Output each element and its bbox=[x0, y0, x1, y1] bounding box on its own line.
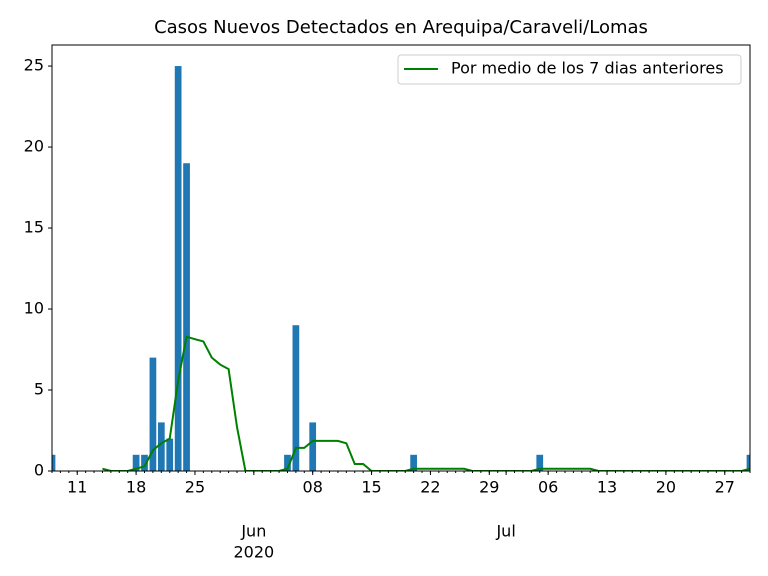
y-tick-label: 20 bbox=[24, 137, 44, 156]
x-tick-label: 29 bbox=[479, 478, 499, 497]
bar bbox=[536, 454, 544, 471]
bar bbox=[183, 163, 190, 471]
bar bbox=[52, 454, 56, 471]
x-year-label: 2020 bbox=[233, 543, 274, 562]
y-tick-label: 5 bbox=[34, 380, 44, 399]
bar bbox=[174, 66, 182, 471]
bar bbox=[166, 438, 174, 471]
bar bbox=[132, 454, 140, 471]
bar bbox=[309, 422, 317, 471]
x-tick-label: 22 bbox=[420, 478, 440, 497]
x-tick-label: 08 bbox=[303, 478, 323, 497]
chart-title: Casos Nuevos Detectados en Arequipa/Cara… bbox=[154, 17, 648, 38]
legend-label: Por medio de los 7 dias anteriores bbox=[451, 59, 724, 78]
x-tick-label: 20 bbox=[656, 478, 676, 497]
x-month-label: Jul bbox=[495, 522, 515, 541]
y-tick-label: 0 bbox=[34, 461, 44, 480]
average-line bbox=[102, 335, 750, 471]
legend-box bbox=[397, 54, 742, 85]
bar bbox=[157, 422, 165, 471]
y-tick-label: 15 bbox=[24, 218, 44, 237]
x-tick-label: 27 bbox=[715, 478, 735, 497]
bar bbox=[410, 454, 417, 471]
bar bbox=[292, 325, 300, 471]
x-tick-label: 15 bbox=[361, 478, 381, 497]
y-tick-label: 10 bbox=[24, 299, 44, 318]
x-tick-label: 13 bbox=[597, 478, 617, 497]
bar bbox=[149, 357, 157, 471]
y-tick-label: 25 bbox=[24, 56, 44, 75]
bar bbox=[746, 454, 750, 471]
bar bbox=[141, 454, 148, 471]
x-tick-label: 18 bbox=[126, 478, 146, 497]
x-tick-label: 11 bbox=[67, 478, 87, 497]
bar bbox=[284, 454, 291, 471]
x-tick-label: 25 bbox=[185, 478, 205, 497]
x-tick-label: 06 bbox=[538, 478, 558, 497]
axes-frame bbox=[51, 44, 751, 472]
plot-area bbox=[52, 66, 750, 471]
x-month-label: Jun bbox=[240, 522, 266, 541]
